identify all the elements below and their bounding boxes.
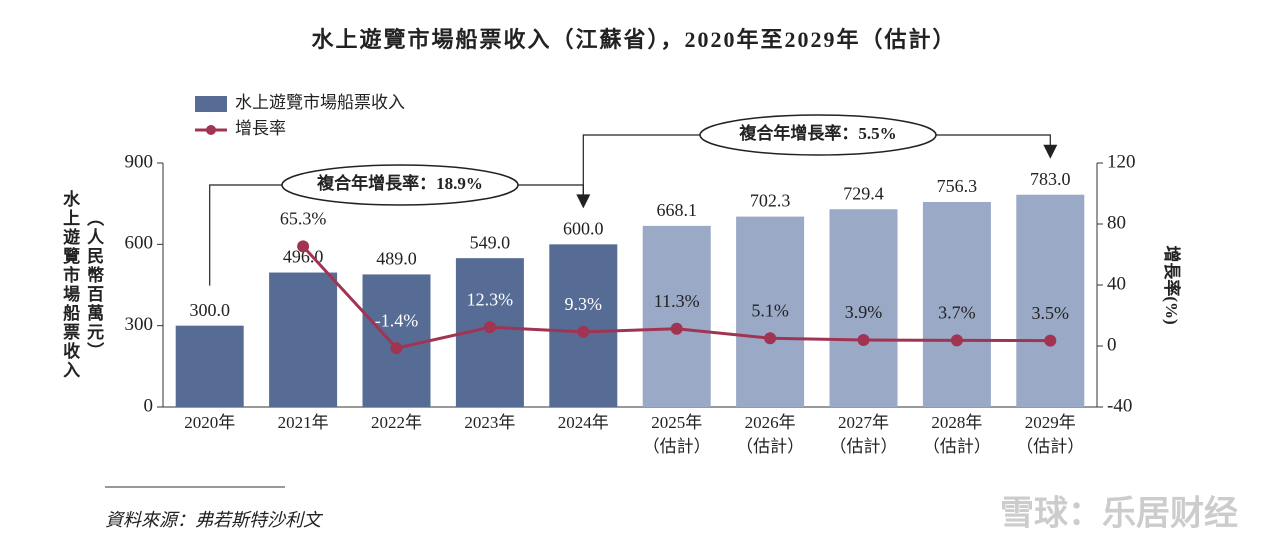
- growth-label: -1.4%: [375, 310, 419, 330]
- bar: [269, 272, 338, 407]
- y-tick-label: 900: [125, 151, 154, 172]
- bar-value-label: 496.0: [283, 247, 324, 267]
- x-tick-label: 2021年: [278, 413, 329, 432]
- cagr-label: 複合年增長率：18.9%: [316, 173, 483, 193]
- x-tick-label: 2028年: [931, 413, 982, 432]
- growth-point: [390, 342, 403, 355]
- y2-tick-label: 80: [1107, 212, 1126, 233]
- growth-label: 3.5%: [1032, 303, 1070, 323]
- x-tick-label: 2024年: [558, 413, 609, 432]
- bar: [362, 274, 431, 407]
- growth-label: 5.1%: [751, 300, 789, 320]
- x-tick-label: 2026年: [745, 413, 796, 432]
- x-tick-label: （估計）: [643, 437, 711, 456]
- bar: [829, 209, 898, 407]
- bar-value-label: 489.0: [376, 249, 417, 269]
- y-tick-label: 0: [144, 395, 154, 416]
- bar: [1016, 194, 1085, 407]
- growth-point: [297, 240, 310, 253]
- chart-title: 水上遊覽市場船票收入（江蘇省），2020年至2029年（估計）: [311, 27, 956, 52]
- x-tick-label: （估計）: [736, 437, 804, 456]
- watermark: 雪球：乐居财经: [1000, 494, 1238, 534]
- legend-label: 增長率: [235, 119, 286, 138]
- x-tick-label: 2022年: [371, 413, 422, 432]
- legend-swatch: [195, 96, 227, 112]
- y2-tick-label: 0: [1107, 334, 1117, 355]
- growth-label: 12.3%: [467, 289, 514, 309]
- x-tick-label: （估計）: [830, 437, 898, 456]
- growth-label: 9.3%: [565, 294, 603, 314]
- y2-tick-label: 40: [1107, 273, 1126, 294]
- bar-value-label: 756.3: [937, 176, 978, 196]
- x-tick-label: 2020年: [184, 413, 235, 432]
- x-tick-label: 2023年: [464, 413, 515, 432]
- cagr-arrow: [1043, 144, 1058, 159]
- y2-tick-label: -40: [1107, 395, 1132, 416]
- x-tick-label: 2027年: [838, 413, 889, 432]
- source: 資料來源：弗若斯特沙利文: [105, 510, 324, 530]
- bar-value-label: 600.0: [563, 218, 604, 238]
- y-axis-label: 水上遊覽市場船票收入: [60, 189, 80, 380]
- bar-value-label: 549.0: [470, 232, 511, 252]
- bar: [549, 244, 618, 407]
- growth-point: [857, 334, 870, 347]
- bar-value-label: 783.0: [1030, 169, 1071, 189]
- x-tick-label: 2025年: [651, 413, 702, 432]
- x-tick-label: 2029年: [1025, 413, 1076, 432]
- legend-swatch: [206, 125, 216, 135]
- y-tick-label: 300: [125, 314, 154, 335]
- growth-point: [670, 322, 683, 335]
- growth-point: [764, 332, 777, 345]
- bar-value-label: 702.3: [750, 191, 791, 211]
- growth-label: 65.3%: [280, 209, 327, 229]
- growth-label: 3.9%: [845, 302, 883, 322]
- bar-value-label: 729.4: [843, 183, 884, 203]
- growth-label: 11.3%: [654, 291, 700, 311]
- growth-point: [950, 334, 963, 347]
- bar: [922, 201, 991, 407]
- x-tick-label: （估計）: [923, 437, 991, 456]
- cagr-label: 複合年增長率：5.5%: [738, 123, 896, 143]
- cagr-ellipse: [281, 164, 519, 206]
- growth-label: 3.7%: [938, 302, 976, 322]
- bar-value-label: 300.0: [189, 300, 230, 320]
- growth-point: [483, 321, 496, 334]
- growth-point: [1044, 334, 1057, 347]
- y-axis-label: （人民幣百萬元）: [84, 209, 104, 361]
- growth-point: [577, 325, 590, 338]
- bar: [736, 216, 805, 407]
- bar: [175, 325, 244, 407]
- y-tick-label: 600: [125, 233, 154, 254]
- x-tick-label: （估計）: [1016, 437, 1084, 456]
- cagr-ellipse: [699, 114, 937, 156]
- bar: [642, 225, 711, 407]
- y2-tick-label: 120: [1107, 151, 1136, 172]
- bar-value-label: 668.1: [656, 200, 697, 220]
- legend-label: 水上遊覽市場船票收入: [235, 93, 405, 112]
- y2-axis-label: 增長率(%): [1162, 245, 1182, 324]
